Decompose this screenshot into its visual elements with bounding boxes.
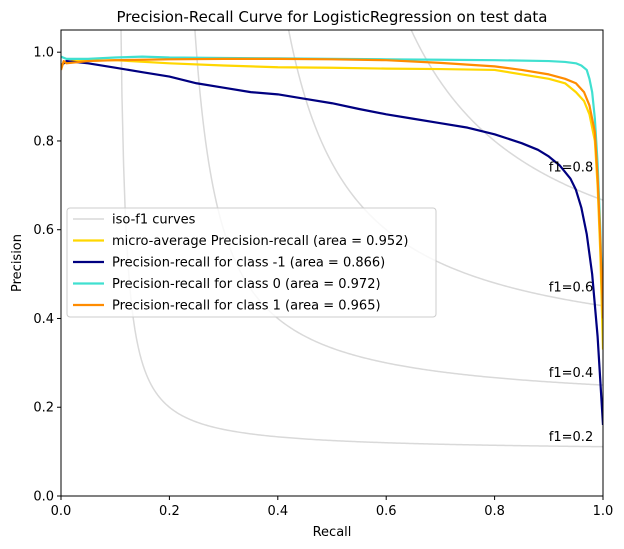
- y-tick-label: 0.8: [33, 134, 54, 149]
- iso-f1-curve: [120, 30, 603, 448]
- y-axis-label: Precision: [10, 234, 25, 292]
- legend-entry: Precision-recall for class 1 (area = 0.9…: [112, 299, 381, 314]
- y-tick-label: 0.2: [33, 401, 54, 416]
- x-axis-label: Recall: [313, 525, 352, 540]
- legend: iso-f1 curves micro-average Precision-rec…: [66, 207, 437, 318]
- iso-f1-label: f1=0.2: [549, 430, 593, 445]
- series-line: [61, 55, 603, 319]
- y-tick-label: 1.0: [33, 46, 54, 61]
- iso-f1-label: f1=0.6: [549, 280, 593, 295]
- iso-f1-curve: [410, 30, 603, 201]
- y-axis-ticks: 0.0 0.2 0.4 0.6 0.8 1.0: [33, 46, 61, 505]
- legend-box: [66, 207, 437, 318]
- series-line: [61, 59, 603, 426]
- x-tick-label: 0.8: [484, 504, 505, 519]
- y-tick-label: 0.4: [33, 312, 54, 327]
- plot-frame: [60, 29, 604, 497]
- x-tick-label: 0.6: [376, 504, 397, 519]
- iso-f1-label: f1=0.8: [549, 161, 593, 176]
- x-tick-label: 0.4: [267, 504, 288, 519]
- legend-entry: Precision-recall for class 0 (area = 0.9…: [112, 277, 381, 292]
- x-tick-label: 1.0: [593, 504, 614, 519]
- series-lines: [61, 55, 603, 426]
- chart-title: Precision-Recall Curve for LogisticRegre…: [117, 8, 548, 26]
- y-tick-label: 0.6: [33, 223, 54, 238]
- legend-entry: iso-f1 curves: [112, 213, 196, 228]
- iso-f1-labels: f1=0.2 f1=0.4 f1=0.6 f1=0.8: [549, 161, 593, 446]
- legend-entry: micro-average Precision-recall (area = 0…: [112, 234, 408, 249]
- series-line: [61, 57, 603, 319]
- plot-area: f1=0.2 f1=0.4 f1=0.6 f1=0.8: [60, 29, 604, 497]
- legend-entry: Precision-recall for class -1 (area = 0.…: [112, 256, 385, 271]
- x-tick-label: 0.2: [159, 504, 180, 519]
- x-axis-ticks: 0.0 0.2 0.4 0.6 0.8 1.0: [51, 496, 614, 519]
- y-tick-label: 0.0: [33, 490, 54, 505]
- iso-f1-label: f1=0.4: [549, 366, 593, 381]
- x-tick-label: 0.0: [51, 504, 72, 519]
